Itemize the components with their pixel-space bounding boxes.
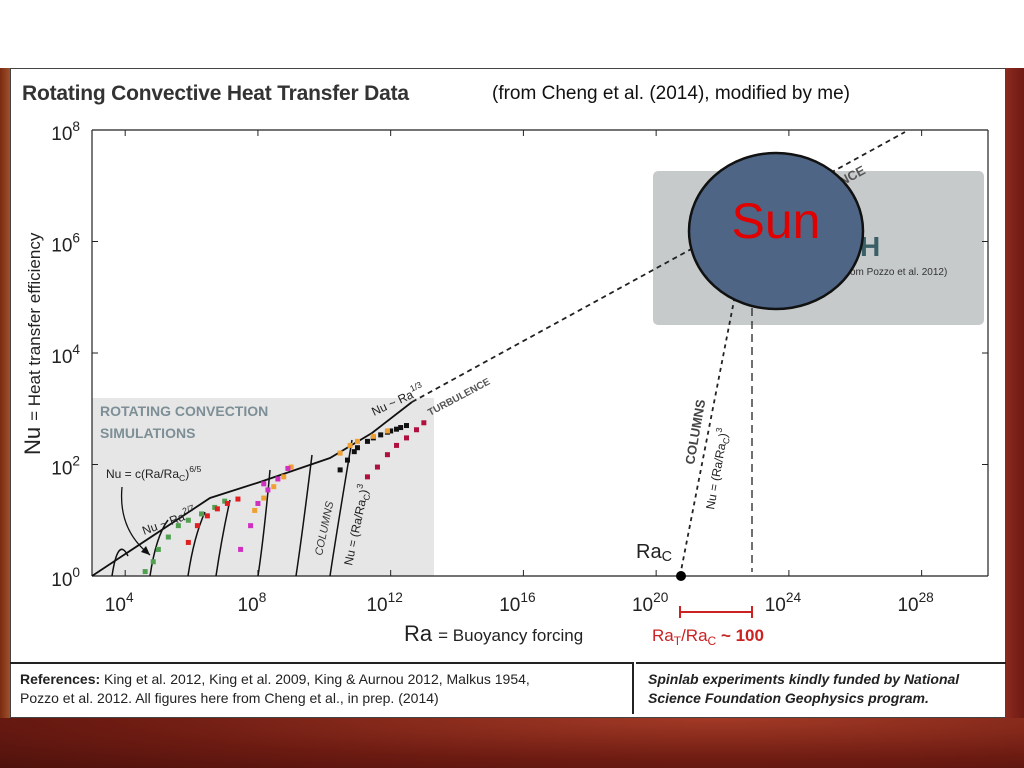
data-point	[204, 513, 210, 519]
data-point	[255, 500, 261, 506]
data-point	[275, 476, 281, 482]
sim-box-label-2: SIMULATIONS	[100, 425, 195, 441]
data-point	[248, 523, 254, 529]
data-point	[351, 449, 357, 455]
data-point	[261, 495, 267, 501]
y-tick-label-0: 100	[51, 565, 80, 591]
column-curve	[215, 499, 231, 577]
references-line-1: King et al. 2012, King et al. 2009, King…	[104, 671, 530, 687]
data-point	[261, 481, 267, 487]
data-point	[413, 427, 419, 433]
x-tick-label-1: 108	[238, 590, 267, 616]
data-point	[271, 484, 277, 490]
y-tick-label-3: 106	[51, 231, 80, 257]
scaling-line-solid	[91, 401, 413, 577]
left-frame	[0, 68, 10, 728]
x-tick-label-3: 1016	[499, 590, 535, 616]
column-curve	[149, 519, 169, 577]
y-tick-label-2: 104	[51, 342, 80, 368]
data-point	[347, 442, 353, 448]
x-tick-label-2: 1012	[366, 590, 402, 616]
turbulence-label: TURBULENCE	[426, 376, 492, 418]
rac-point	[676, 571, 686, 581]
data-point	[175, 523, 181, 529]
data-point	[214, 506, 220, 512]
funding-box: Spinlab experiments kindly funded by Nat…	[636, 662, 1006, 714]
earth-box-letter: H	[860, 231, 880, 262]
columns-line-dashed	[679, 269, 741, 577]
data-point	[235, 496, 241, 502]
references-box: References: King et al. 2012, King et al…	[10, 662, 634, 714]
y-tick-label-1: 102	[51, 454, 80, 480]
bottom-frame	[0, 718, 1024, 768]
funding-line-1: Spinlab experiments kindly funded by Nat…	[648, 671, 960, 687]
data-point	[384, 452, 390, 458]
data-point	[398, 425, 404, 431]
data-point	[337, 467, 343, 473]
data-point	[388, 428, 394, 434]
data-point	[384, 428, 390, 434]
data-point	[185, 517, 191, 523]
column-curve	[187, 511, 206, 577]
data-point	[404, 423, 410, 429]
data-point	[394, 442, 400, 448]
data-point	[150, 559, 156, 565]
right-frame	[1006, 68, 1024, 728]
column-curve	[295, 454, 313, 577]
sun-label: Sun	[732, 193, 821, 249]
data-point	[199, 511, 205, 517]
page-title: Rotating Convective Heat Transfer Data	[22, 82, 409, 105]
column-curve	[111, 548, 129, 577]
data-point	[142, 569, 148, 575]
data-point	[288, 464, 294, 470]
data-point	[374, 464, 380, 470]
data-point	[364, 474, 370, 480]
data-point	[364, 438, 370, 444]
data-point	[252, 507, 258, 513]
data-point	[370, 433, 376, 439]
data-point	[404, 435, 410, 441]
y-axis-label: Nu= Heat transfer efficiency	[20, 232, 45, 455]
data-point	[421, 420, 427, 426]
x-tick-label-0: 104	[105, 590, 134, 616]
data-point	[337, 450, 343, 456]
data-point	[378, 432, 384, 438]
data-point	[185, 539, 191, 545]
data-point	[354, 445, 360, 451]
data-point	[212, 504, 218, 510]
x-tick-label-4: 1020	[632, 590, 669, 616]
earth-box-ref: om Pozzo et al. 2012)	[850, 267, 947, 278]
nu-cubed-label-large: Nu = (Ra/RaC)3	[700, 427, 733, 511]
sun-marker: Sun	[687, 151, 865, 311]
x-tick-label-5: 1024	[765, 590, 802, 616]
data-point	[285, 465, 291, 471]
data-point	[222, 498, 228, 504]
references-line-2: Pozzo et al. 2012. All figures here from…	[20, 690, 439, 706]
column-curve	[257, 469, 271, 577]
funding-line-2: Science Foundation Geophysics program.	[648, 690, 929, 706]
x-axis-label: Ra = Buoyancy forcing	[404, 621, 583, 646]
rac-label: RaC	[636, 541, 672, 565]
page-subtitle: (from Cheng et al. (2014), modified by m…	[492, 83, 850, 104]
data-point	[165, 534, 171, 540]
nu-c-arrowhead	[141, 546, 150, 555]
x-tick-label-6: 1028	[897, 590, 934, 616]
data-point	[354, 438, 360, 444]
data-point	[265, 487, 271, 493]
data-point	[238, 546, 244, 552]
data-point	[394, 426, 400, 432]
sim-box	[92, 398, 434, 576]
nu-c-label: Nu = c(Ra/RaC)6/5	[106, 464, 201, 483]
data-point	[155, 546, 161, 552]
data-point	[224, 500, 230, 506]
y-tick-label-4: 108	[51, 119, 80, 145]
data-point	[281, 474, 287, 480]
data-point	[344, 457, 350, 463]
data-point	[194, 523, 200, 529]
ratio-label: RaT/RaC ~ 100	[652, 626, 764, 648]
references-label: References:	[20, 671, 101, 687]
sim-box-label-1: ROTATING CONVECTION	[100, 403, 268, 419]
